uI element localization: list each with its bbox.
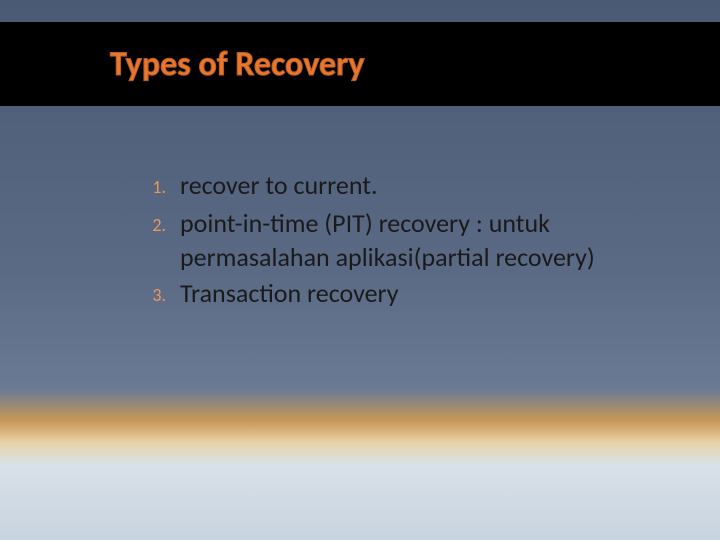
- list-marker: 2.: [140, 206, 180, 242]
- list-marker: 3.: [140, 276, 180, 312]
- list-text: point-in-time (PIT) recovery : untuk per…: [180, 206, 660, 274]
- list-item: 3. Transaction recovery: [140, 276, 660, 312]
- slide-title: Types of Recovery: [110, 44, 364, 85]
- title-band: Types of Recovery: [0, 22, 720, 106]
- list-marker: 1.: [140, 168, 180, 204]
- list-text: recover to current.: [180, 168, 378, 202]
- list-item: 1. recover to current.: [140, 168, 660, 204]
- list-item: 2. point-in-time (PIT) recovery : untuk …: [140, 206, 660, 274]
- content-list: 1. recover to current. 2. point-in-time …: [140, 168, 660, 314]
- list-text: Transaction recovery: [180, 276, 398, 310]
